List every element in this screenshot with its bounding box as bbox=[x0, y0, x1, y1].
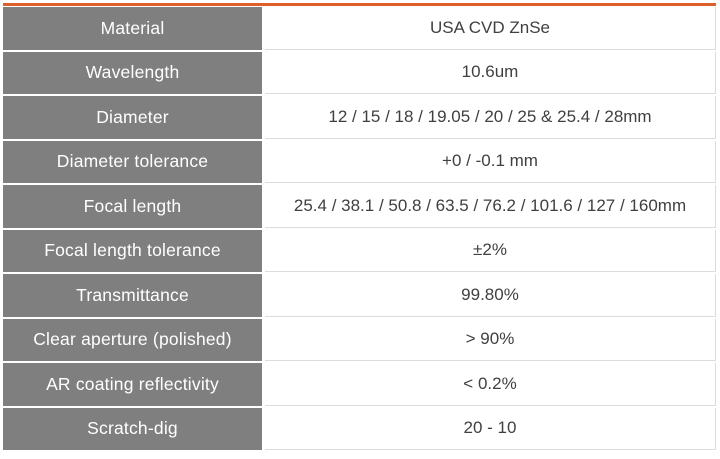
table-row: Focal length 25.4 / 38.1 / 50.8 / 63.5 / … bbox=[3, 185, 716, 228]
property-value-cell: 25.4 / 38.1 / 50.8 / 63.5 / 76.2 / 101.6… bbox=[265, 185, 716, 228]
table-row: Wavelength 10.6um bbox=[3, 51, 716, 94]
table-row: Clear aperture (polished) > 90% bbox=[3, 318, 716, 361]
property-label-cell: Wavelength bbox=[3, 51, 262, 94]
property-value-cell: 12 / 15 / 18 / 19.05 / 20 / 25 & 25.4 / … bbox=[265, 96, 716, 139]
accent-top-border bbox=[3, 3, 716, 6]
property-label-cell: Material bbox=[3, 7, 262, 50]
table-row: AR coating reflectivity < 0.2% bbox=[3, 363, 716, 406]
table-rows: Material USA CVD ZnSe Wavelength 10.6um Diam… bbox=[3, 7, 716, 450]
table-row: Focal length tolerance ±2% bbox=[3, 229, 716, 272]
table-row: Transmittance 99.80% bbox=[3, 274, 716, 317]
property-label-cell: Clear aperture (polished) bbox=[3, 318, 262, 361]
property-label-cell: Diameter bbox=[3, 96, 262, 139]
property-label-cell: Transmittance bbox=[3, 274, 262, 317]
property-label-cell: Focal length tolerance bbox=[3, 229, 262, 272]
property-label-cell: Scratch-dig bbox=[3, 407, 262, 450]
property-value-cell: +0 / -0.1 mm bbox=[265, 140, 716, 183]
property-value-cell: 99.80% bbox=[265, 274, 716, 317]
table-row: Diameter tolerance +0 / -0.1 mm bbox=[3, 140, 716, 183]
table-row: Material USA CVD ZnSe bbox=[3, 7, 716, 50]
property-value-cell: USA CVD ZnSe bbox=[265, 7, 716, 50]
property-value-cell: > 90% bbox=[265, 318, 716, 361]
property-value-cell: 20 - 10 bbox=[265, 407, 716, 450]
property-value-cell: < 0.2% bbox=[265, 363, 716, 406]
specification-table: Material USA CVD ZnSe Wavelength 10.6um Diam… bbox=[3, 3, 716, 452]
table-row: Scratch-dig 20 - 10 bbox=[3, 407, 716, 450]
property-label-cell: AR coating reflectivity bbox=[3, 363, 262, 406]
table-row: Diameter 12 / 15 / 18 / 19.05 / 20 / 25 &… bbox=[3, 96, 716, 139]
property-value-cell: 10.6um bbox=[265, 51, 716, 94]
property-value-cell: ±2% bbox=[265, 229, 716, 272]
property-label-cell: Focal length bbox=[3, 185, 262, 228]
property-label-cell: Diameter tolerance bbox=[3, 140, 262, 183]
